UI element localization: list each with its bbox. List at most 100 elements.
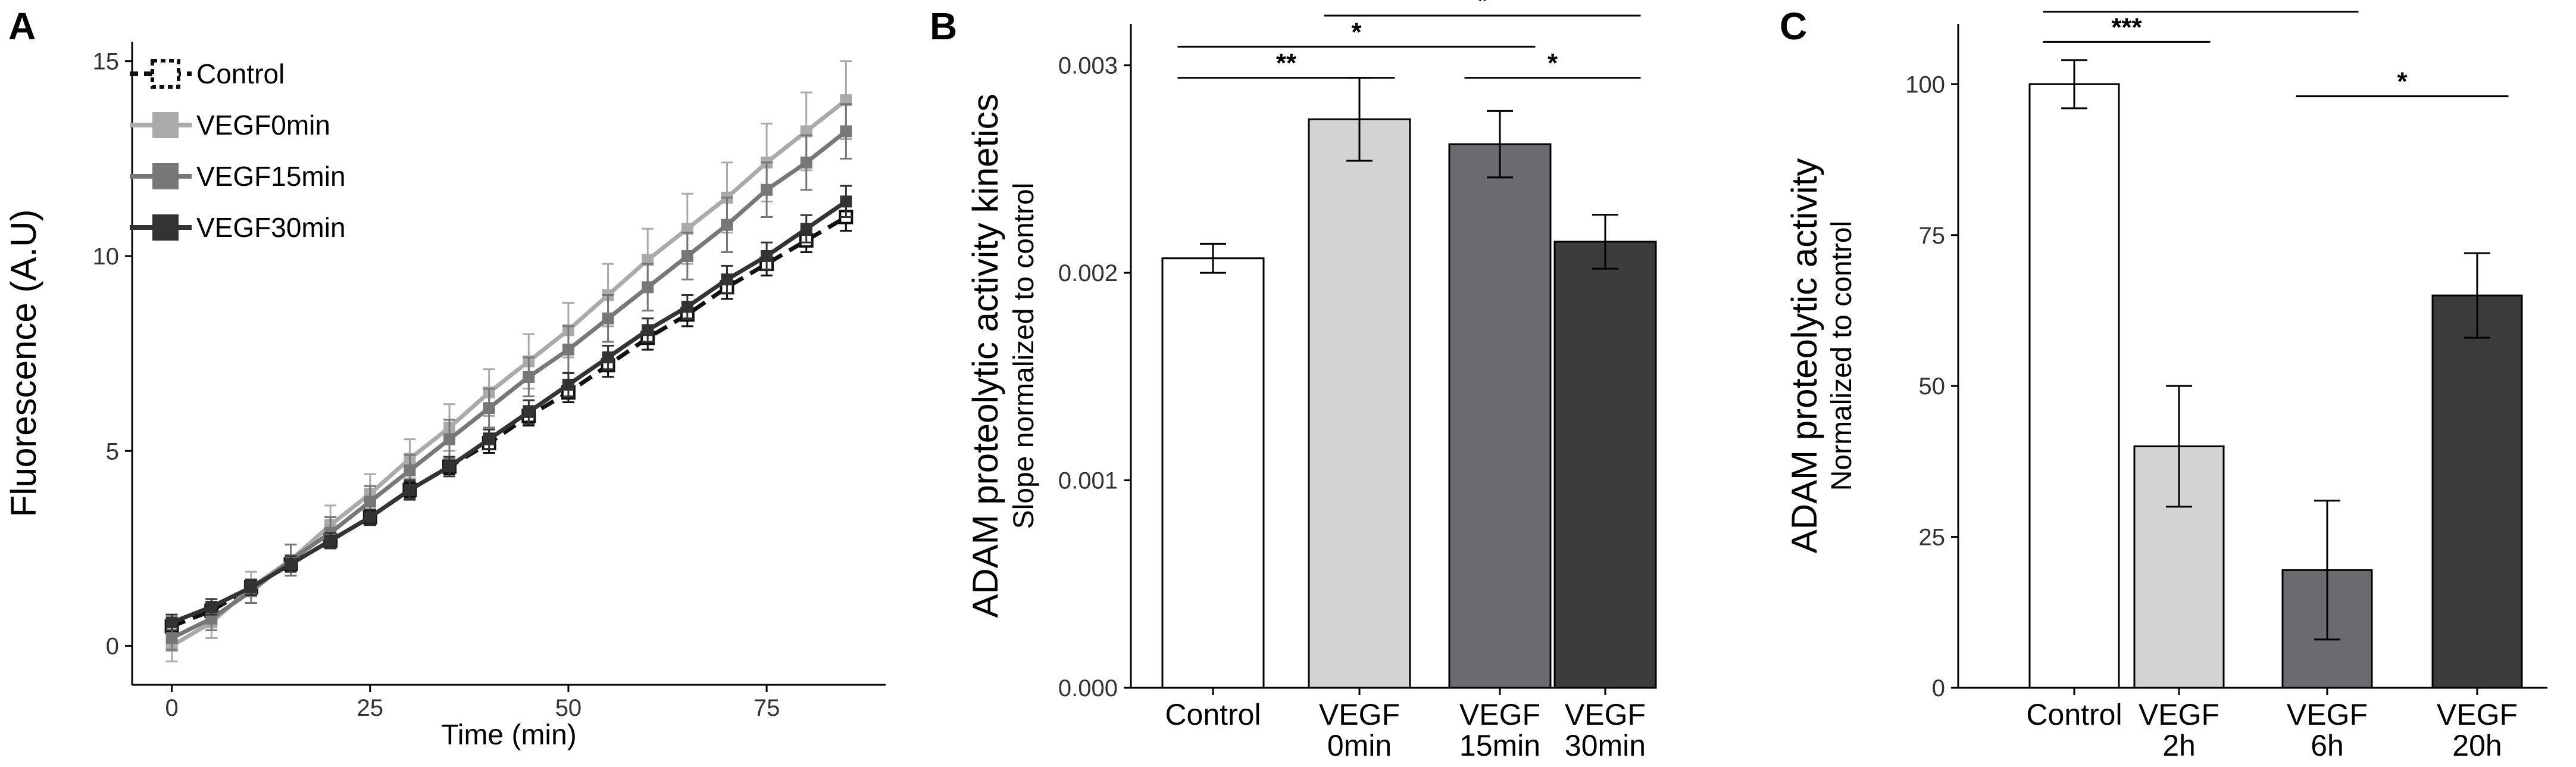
data-point [404, 484, 416, 496]
significance-label: ** [1276, 49, 1297, 78]
panel-b-label: B [930, 5, 957, 48]
data-point [840, 125, 852, 138]
significance-bracket: *** [2043, 0, 2359, 13]
significance-bracket: * [2296, 67, 2509, 98]
x-tick-label: VEGF [1565, 698, 1646, 731]
significance-bracket: ** [1177, 49, 1395, 79]
legend-label-vegf30min: VEGF30min [196, 212, 346, 243]
legend-swatch-vegf30min [152, 214, 179, 241]
bar [1448, 143, 1552, 689]
legend-swatch-control [151, 59, 180, 89]
bar [1308, 118, 1411, 689]
panel-c-significance: ********* [2043, 0, 2509, 98]
data-point [840, 94, 852, 107]
significance-bracket: * [1464, 49, 1641, 79]
panel-c-y-axis-title: ADAM proteolytic activity [1784, 158, 1824, 554]
significance-label: *** [2111, 13, 2142, 42]
data-point [721, 273, 733, 286]
data-point [602, 312, 614, 325]
data-point [245, 581, 257, 594]
legend-swatch-vegf0min [152, 112, 179, 138]
x-tick-label: 15min [1459, 729, 1540, 762]
x-tick-label: VEGF [2287, 698, 2368, 731]
series-line-vegf30min [171, 199, 848, 625]
panel-c-axes: 0 25 50 75 100 [1905, 24, 2547, 701]
bar [1553, 241, 1657, 689]
data-point [562, 379, 574, 391]
panel-a-legend: Control VEGF0min VEGF15min VEGF30min [130, 58, 346, 243]
data-point [205, 601, 218, 613]
legend-label-vegf0min: VEGF0min [196, 110, 330, 141]
x-tick-label: VEGF [1319, 698, 1400, 731]
panel-a-y-tick-label: 0 [106, 634, 119, 660]
panel-c-label: C [1780, 5, 1807, 48]
data-point [443, 433, 456, 445]
data-point [165, 616, 178, 629]
significance-label: *** [2186, 0, 2217, 12]
significance-bracket: *** [2043, 13, 2211, 43]
series-vegf30min [165, 185, 852, 631]
c-y-tick-label: 25 [1919, 525, 1946, 551]
data-point [642, 254, 654, 266]
x-tick-label: VEGF [1459, 698, 1540, 731]
bar-group: VEGF0min [1308, 77, 1411, 762]
data-point [761, 183, 773, 196]
significance-label: * [1548, 49, 1558, 78]
x-tick-label: Control [2026, 698, 2122, 731]
panel-a-x-tick-label: 0 [165, 695, 179, 721]
bar [1161, 257, 1265, 689]
data-point [205, 612, 218, 625]
data-point [602, 351, 614, 364]
legend-item-vegf15min: VEGF15min [130, 161, 346, 192]
legend-label-vegf15min: VEGF15min [196, 161, 346, 192]
data-point [642, 324, 654, 336]
bar-group: Control [1161, 242, 1265, 731]
bar-group: VEGF15min [1448, 110, 1552, 762]
data-point [523, 370, 535, 383]
x-tick-label: 30min [1565, 729, 1646, 762]
x-tick-label: VEGF [2437, 698, 2518, 731]
panel-a-x-tick-label: 25 [357, 695, 384, 721]
panel-c-y-axis-subtitle: Normalized to control [1826, 221, 1858, 491]
data-point [483, 433, 495, 445]
data-point [364, 511, 376, 523]
legend-item-vegf30min: VEGF30min [130, 212, 346, 243]
series-line-control [171, 215, 848, 629]
significance-label: * [1351, 17, 1362, 46]
significance-bracket: * [1177, 17, 1536, 48]
bar-group: Control [2026, 59, 2122, 731]
panel-a-y-axis-title: Fluorescence (A.U) [4, 210, 43, 517]
data-point [800, 223, 812, 235]
data-point [404, 464, 416, 476]
data-point [642, 281, 654, 294]
b-y-tick-label: 0.002 [1058, 260, 1118, 286]
data-point [721, 219, 733, 231]
c-y-tick-label: 50 [1919, 373, 1946, 400]
c-y-tick-label: 0 [1932, 675, 1945, 701]
panel-a-y-tick-label: 10 [93, 244, 120, 270]
panel-b-axes: 0.000 0.001 0.002 0.003 [1058, 24, 1613, 701]
data-point [681, 301, 693, 313]
b-y-tick-label: 0.000 [1058, 675, 1118, 701]
data-point [364, 495, 376, 508]
panel-a-series [164, 60, 854, 663]
panel-b-significance: ***** [1177, 0, 1641, 79]
bar-group: VEGF30min [1553, 214, 1657, 762]
data-point [324, 534, 337, 547]
b-y-tick-label: 0.001 [1058, 468, 1118, 494]
data-point [285, 558, 297, 570]
x-tick-label: 2h [2162, 729, 2196, 762]
data-point [562, 344, 574, 356]
data-point [681, 223, 693, 235]
panel-a-label: A [8, 5, 36, 48]
x-tick-label: Control [1165, 698, 1261, 731]
c-y-tick-label: 75 [1919, 223, 1946, 249]
b-y-tick-label: 0.003 [1058, 53, 1118, 79]
